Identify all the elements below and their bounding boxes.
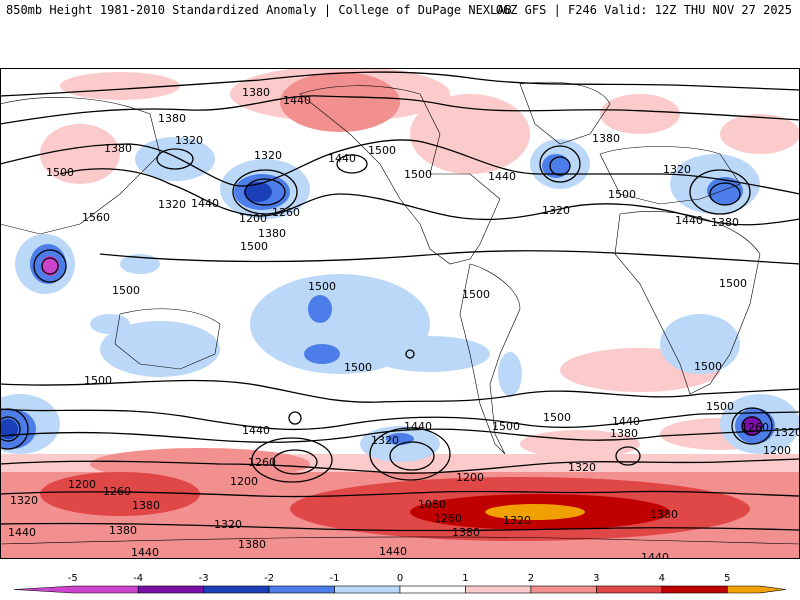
contour-label: 1380 xyxy=(132,499,160,512)
coastlines xyxy=(0,81,800,545)
contour-label-group: 1380 1440 1380 1320 1380 1320 1500 1560 … xyxy=(8,86,800,560)
contour-label: 1260 xyxy=(434,512,462,525)
colorbar-bin xyxy=(399,585,466,594)
contour-label: 1500 xyxy=(694,360,722,373)
colorbar-bin xyxy=(203,585,270,594)
contour-label: 1200 xyxy=(456,471,484,484)
colorbar-bin xyxy=(137,585,204,594)
contour-label: 1320 xyxy=(371,434,399,447)
contour-label: 1500 xyxy=(404,168,432,181)
contour-label: 1380 xyxy=(258,227,286,240)
contour-label: 1500 xyxy=(462,288,490,301)
contour-label: 1320 xyxy=(214,518,242,531)
colorbar-tick-label: -1 xyxy=(330,573,340,584)
contour-label: 1320 xyxy=(774,426,800,439)
contour-label: 1080 xyxy=(418,498,446,511)
contour-label: 1260 xyxy=(248,456,276,469)
contour-label: 1320 xyxy=(663,163,691,176)
colorbar-bin xyxy=(13,585,139,594)
contour-label: 1320 xyxy=(568,461,596,474)
contour-label: 1380 xyxy=(109,524,137,537)
model-valid-time: 06Z GFS | F246 Valid: 12Z THU NOV 27 202… xyxy=(495,3,792,17)
contour-label: 1440 xyxy=(641,551,669,560)
contour-label: 1320 xyxy=(503,514,531,527)
contour-label: 1380 xyxy=(711,216,739,229)
contour-label: 1320 xyxy=(175,134,203,147)
contour-label: 1320 xyxy=(10,494,38,507)
colorbar-tick-label: 2 xyxy=(528,573,534,584)
contour-label: 1440 xyxy=(242,424,270,437)
contour-label: 1380 xyxy=(650,508,678,521)
colorbar-bin xyxy=(268,585,335,594)
contour-label: 1380 xyxy=(104,142,132,155)
contour-label: 1440 xyxy=(404,420,432,433)
contour-label: 1500 xyxy=(84,374,112,387)
colorbar-bin xyxy=(661,585,728,594)
colorbar-tick-label: -3 xyxy=(199,573,209,584)
contour-label: 1500 xyxy=(308,280,336,293)
contour-label: 1500 xyxy=(719,277,747,290)
contour-label: 1320 xyxy=(158,198,186,211)
colorbar-tick-labels: -5 -4 -3 -2 -1 0 1 2 3 4 5 xyxy=(68,573,731,584)
chart-title: 850mb Height 1981-2010 Standardized Anom… xyxy=(6,3,512,17)
contour-label: 1440 xyxy=(328,152,356,165)
contour-label: 1440 xyxy=(612,415,640,428)
contour-label: 1500 xyxy=(492,420,520,433)
contour-label: 1500 xyxy=(240,240,268,253)
colorbar-tick-label: 1 xyxy=(462,573,468,584)
contour-label: 1440 xyxy=(283,94,311,107)
contour-label: 1320 xyxy=(542,204,570,217)
contour-label: 1560 xyxy=(82,211,110,224)
colorbar-bin xyxy=(530,585,597,594)
contour-label: 1200 xyxy=(230,475,258,488)
colorbar-tick-label: 5 xyxy=(724,573,730,584)
colorbar-bin xyxy=(334,585,401,594)
contour-label: 1440 xyxy=(131,546,159,559)
contour-label: 1440 xyxy=(8,526,36,539)
contour-label: 1380 xyxy=(610,427,638,440)
colorbar-tick-label: 0 xyxy=(397,573,403,584)
contour-label: 1500 xyxy=(608,188,636,201)
contour-label: 1260 xyxy=(103,485,131,498)
contour-label: 1380 xyxy=(158,112,186,125)
height-contours xyxy=(0,71,800,532)
contour-label: 1500 xyxy=(543,411,571,424)
colorbar-tick-label: -2 xyxy=(264,573,274,584)
contour-label: 1380 xyxy=(592,132,620,145)
negative-anomaly-shading xyxy=(0,137,800,462)
contour-label: 1200 xyxy=(763,444,791,457)
contour-label: 1260 xyxy=(741,421,769,434)
contour-label: 1200 xyxy=(68,478,96,491)
contour-label: 1380 xyxy=(238,538,266,551)
contour-label: 1500 xyxy=(46,166,74,179)
colorbar: -5 -4 -3 -2 -1 0 1 2 3 4 5 xyxy=(13,573,787,594)
colorbar-tick-label: -4 xyxy=(133,573,143,584)
contour-label: 1500 xyxy=(706,400,734,413)
contour-label: 1440 xyxy=(488,170,516,183)
colorbar-tick-label: 4 xyxy=(659,573,665,584)
colorbar-bins xyxy=(13,585,787,594)
colorbar-bin xyxy=(596,585,663,594)
contour-label: 1500 xyxy=(344,361,372,374)
colorbar-tick-label: 3 xyxy=(593,573,599,584)
contour-label: 1380 xyxy=(242,86,270,99)
anomaly-map: 1380 1440 1380 1320 1380 1320 1500 1560 … xyxy=(0,68,800,560)
contour-label: 1440 xyxy=(379,545,407,558)
contour-label: 1500 xyxy=(368,144,396,157)
contour-label: 1320 xyxy=(254,149,282,162)
contour-label: 1260 xyxy=(272,206,300,219)
contour-label: 1440 xyxy=(191,197,219,210)
colorbar-bin xyxy=(465,585,532,594)
colorbar-bin xyxy=(726,585,787,594)
contour-label: 1200 xyxy=(239,212,267,225)
contour-label: 1500 xyxy=(112,284,140,297)
colorbar-tick-label: -5 xyxy=(68,573,78,584)
contour-label: 1380 xyxy=(452,526,480,539)
contour-label: 1440 xyxy=(675,214,703,227)
